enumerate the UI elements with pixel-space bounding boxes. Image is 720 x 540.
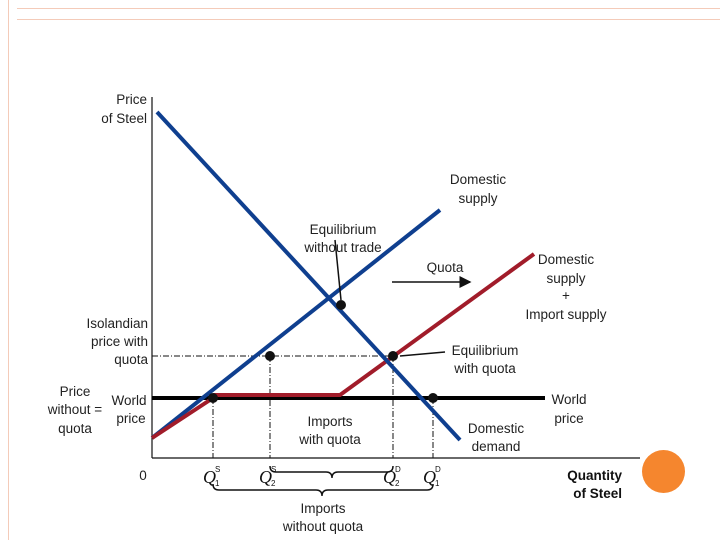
pointer-eq-no-trade bbox=[334, 239, 342, 301]
imports-no-quota-label-2: without quota bbox=[282, 519, 364, 534]
y-axis-label-line1: Price bbox=[116, 92, 147, 107]
imports-quota-label-1: Imports bbox=[307, 414, 352, 429]
q1s-label: Q S 1 bbox=[203, 465, 220, 488]
svg-text:Q: Q bbox=[259, 467, 272, 487]
frame-border-top-inner bbox=[17, 19, 720, 20]
supply-plus-label-1: Domestic bbox=[538, 252, 595, 267]
svg-text:S: S bbox=[215, 465, 220, 474]
domestic-demand-label-1: Domestic bbox=[468, 421, 525, 436]
imports-no-quota-label-1: Imports bbox=[300, 501, 345, 516]
pointer-eq-quota bbox=[399, 351, 446, 357]
supply-below-world-segment bbox=[150, 396, 215, 440]
brace-imports-without-quota bbox=[212, 483, 434, 497]
price-without-quota-label-1: Price bbox=[60, 384, 91, 399]
isolandian-price-label-1: Isolandian bbox=[86, 316, 148, 331]
svg-text:D: D bbox=[395, 465, 401, 474]
svg-text:1: 1 bbox=[215, 479, 220, 488]
eq-quota-label-2: with quota bbox=[453, 361, 516, 376]
world-price-curve-label-2: price bbox=[554, 411, 583, 426]
price-without-quota-label-2: without = bbox=[47, 402, 103, 417]
eq-point-quota bbox=[388, 351, 398, 361]
supply-plus-label-3: + bbox=[562, 288, 570, 303]
domestic-supply-label-1: Domestic bbox=[450, 172, 507, 187]
supply-plus-label-4: Import supply bbox=[525, 307, 606, 322]
world-price-axis-label-1: World bbox=[111, 393, 146, 408]
eq-no-trade-label-1: Equilibrium bbox=[310, 222, 377, 237]
q2s-label: Q S 2 bbox=[259, 465, 276, 488]
origin-label: 0 bbox=[139, 468, 147, 483]
q2d-label: Q D 2 bbox=[383, 465, 401, 488]
domestic-supply-label-2: supply bbox=[458, 191, 497, 206]
svg-text:Q: Q bbox=[423, 467, 436, 487]
eq-quota-label-1: Equilibrium bbox=[452, 343, 519, 358]
domestic-supply-curve bbox=[150, 208, 442, 440]
svg-text:Q: Q bbox=[383, 467, 396, 487]
svg-text:D: D bbox=[435, 465, 441, 474]
x-axis-label-line2: of Steel bbox=[573, 486, 622, 501]
isolandian-price-label-3: quota bbox=[114, 352, 148, 367]
world-price-axis-label-2: price bbox=[116, 411, 145, 426]
eq-no-trade-label-2: without trade bbox=[303, 240, 381, 255]
domestic-demand-label-2: demand bbox=[472, 439, 521, 454]
isolandian-price-label-2: price with bbox=[91, 334, 148, 349]
supply-plus-label-2: supply bbox=[546, 271, 585, 286]
q1d-label: Q D 1 bbox=[423, 465, 441, 488]
accent-circle-decoration bbox=[642, 450, 685, 493]
quota-label: Quota bbox=[427, 260, 464, 275]
point-q1s bbox=[208, 393, 218, 403]
domestic-demand-curve bbox=[155, 110, 462, 442]
point-q1d bbox=[428, 393, 438, 403]
price-without-quota-label-3: quota bbox=[58, 421, 92, 436]
y-axis-label-line2: of Steel bbox=[101, 111, 147, 126]
world-price-curve-label-1: World bbox=[551, 392, 586, 407]
eq-point-no-trade bbox=[336, 300, 346, 310]
point-q2s bbox=[265, 351, 275, 361]
svg-text:2: 2 bbox=[271, 479, 276, 488]
brace-imports-with-quota bbox=[269, 465, 394, 479]
imports-quota-label-2: with quota bbox=[298, 432, 361, 447]
x-axis-label-line1: Quantity bbox=[567, 468, 622, 483]
supply-plus-import-curve bbox=[213, 252, 536, 397]
svg-text:Q: Q bbox=[203, 467, 216, 487]
svg-text:1: 1 bbox=[435, 479, 440, 488]
svg-text:S: S bbox=[271, 465, 276, 474]
svg-text:2: 2 bbox=[395, 479, 400, 488]
frame-border-top bbox=[17, 8, 720, 9]
frame-border-left bbox=[8, 0, 9, 540]
